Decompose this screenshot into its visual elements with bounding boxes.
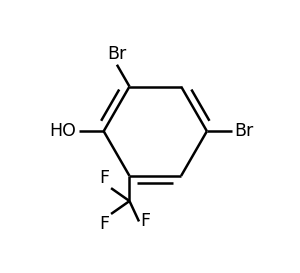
Text: Br: Br — [234, 122, 254, 140]
Text: F: F — [100, 169, 110, 187]
Text: Br: Br — [107, 45, 127, 63]
Text: F: F — [100, 215, 110, 233]
Text: F: F — [140, 212, 150, 230]
Text: HO: HO — [50, 122, 76, 140]
